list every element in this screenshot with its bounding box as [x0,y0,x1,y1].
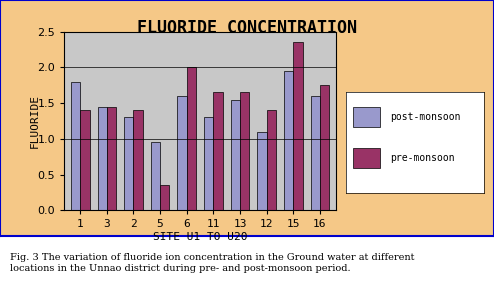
Bar [151,142,160,210]
Bar [353,148,380,168]
Bar [284,71,293,210]
X-axis label: SITE U1 TO U20: SITE U1 TO U20 [153,232,247,242]
Bar [107,107,116,210]
Bar [267,110,276,210]
Y-axis label: FLUORIDE: FLUORIDE [30,94,40,148]
Text: pre-monsoon: pre-monsoon [390,153,454,163]
Bar [71,82,80,210]
Bar [240,92,249,210]
Bar [177,96,187,210]
Bar [204,118,213,210]
Bar [97,107,107,210]
Bar [133,110,143,210]
Bar [257,132,267,210]
Bar [160,185,169,210]
Bar [293,42,303,210]
Bar [124,118,133,210]
Bar [311,96,320,210]
Text: post-monsoon: post-monsoon [390,112,460,122]
Bar [231,100,240,210]
Bar [353,107,380,127]
Bar [320,85,329,210]
Bar [80,110,89,210]
Text: Fig. 3 The variation of fluoride ion concentration in the Ground water at differ: Fig. 3 The variation of fluoride ion con… [10,253,414,273]
Bar [213,92,223,210]
Text: FLUORIDE CONCENTRATION: FLUORIDE CONCENTRATION [137,19,357,37]
Bar [187,67,196,210]
